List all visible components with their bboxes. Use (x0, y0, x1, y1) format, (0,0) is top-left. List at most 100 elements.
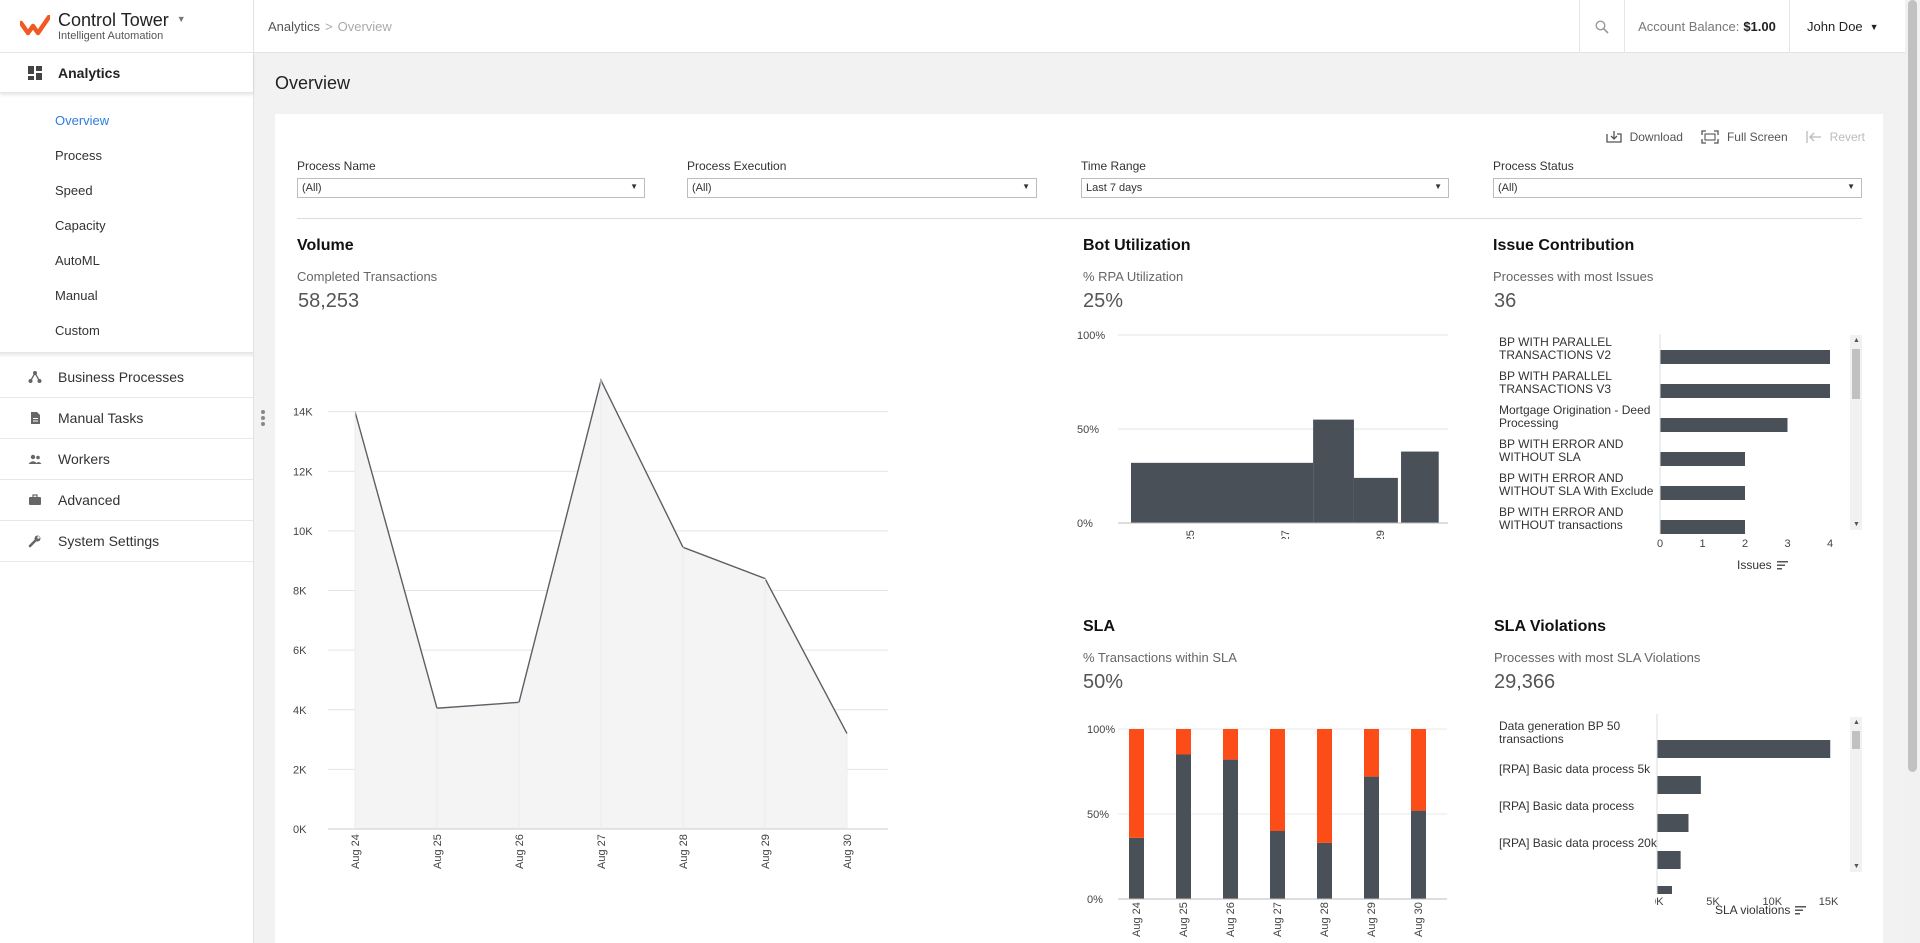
page-title: Overview (275, 73, 351, 93)
x-tick-label: Aug 29 (760, 834, 772, 869)
issue-contribution-title: Issue Contribution (1493, 237, 1635, 254)
time-range-select[interactable]: Last 7 days ▼ (1081, 178, 1449, 198)
search-icon (1595, 19, 1609, 34)
app-name: Control Tower (58, 9, 169, 30)
control-tower-logo-icon (20, 15, 50, 36)
subnav-automl[interactable]: AutoML (55, 253, 100, 268)
nav-system-settings[interactable]: System Settings (0, 521, 253, 562)
filter-process-name: Process Name (All) ▼ (297, 159, 645, 198)
brand-switcher[interactable]: Control Tower Intelligent Automation ▼ (0, 0, 253, 53)
chevron-down-icon: ▼ (1869, 21, 1879, 32)
account-balance-label: Account Balance: (1638, 19, 1740, 34)
dropdown-arrow-icon: ▼ (1022, 182, 1030, 191)
x-tick-label: 2 (1742, 538, 1748, 550)
subnav-custom[interactable]: Custom (55, 323, 100, 338)
issue-axis-title[interactable]: Issues (1737, 558, 1789, 572)
issue-bar (1660, 418, 1788, 432)
process-status-select[interactable]: (All) ▼ (1493, 178, 1862, 198)
sort-icon (1776, 561, 1788, 570)
bot-utilization-chart: 0% 50% 100% Aug 25 Aug 27 Aug 29 (1077, 330, 1448, 539)
briefcase-icon (28, 493, 42, 507)
sla-missed-bar (1223, 729, 1238, 760)
filter-process-status: Process Status (All) ▼ (1493, 159, 1862, 198)
sla-met-bar (1411, 810, 1426, 899)
dashboard-icon (28, 65, 42, 80)
x-tick-label: Aug 25 (1178, 902, 1190, 937)
page-scrollbar[interactable] (1905, 0, 1920, 943)
subnav-capacity[interactable]: Capacity (55, 218, 106, 233)
process-name-select[interactable]: (All) ▼ (297, 178, 645, 198)
divider (0, 352, 253, 357)
subnav-manual[interactable]: Manual (55, 288, 98, 303)
dropdown-arrow-icon: ▼ (630, 182, 638, 191)
sort-icon (1795, 906, 1807, 915)
utilization-area (1131, 462, 1314, 523)
volume-subtitle: Completed Transactions (297, 269, 438, 284)
x-tick-label: 10K (1763, 896, 1783, 908)
issue-label: Mortgage Origination - Deed Processing (1499, 403, 1651, 430)
download-button[interactable]: Download (1605, 130, 1683, 144)
violation-axis-title[interactable]: SLA violations (1715, 903, 1807, 917)
x-tick-label: Aug 25 (432, 834, 444, 869)
y-tick-label: 100% (1077, 330, 1105, 342)
user-name: John Doe (1807, 19, 1863, 34)
sidebar-resize-handle[interactable] (260, 408, 266, 432)
violation-bar (1657, 740, 1831, 758)
bot-utilization-value: 25% (1083, 290, 1124, 312)
x-tick-label: 5K (1706, 896, 1720, 908)
process-execution-value: (All) (692, 182, 712, 194)
process-execution-select[interactable]: (All) ▼ (687, 178, 1037, 198)
x-tick-label: Aug 25 (1185, 530, 1197, 539)
y-tick-label: 0% (1087, 894, 1103, 906)
x-tick-label: 15K (1819, 896, 1839, 908)
violation-bar (1657, 814, 1689, 832)
nav-analytics[interactable]: Analytics (0, 53, 253, 93)
analytics-subnav: Overview Process Speed Capacity AutoML M… (0, 93, 253, 352)
sla-met-bar (1129, 837, 1144, 899)
nav-system-settings-label: System Settings (58, 533, 160, 549)
nav-workers[interactable]: Workers (0, 439, 253, 480)
filter-time-range: Time Range Last 7 days ▼ (1081, 159, 1449, 198)
x-tick-label: Aug 27 (1272, 902, 1284, 937)
subnav-speed[interactable]: Speed (55, 183, 93, 198)
bot-utilization-title: Bot Utilization (1083, 237, 1191, 254)
issue-label: BP WITH ERROR AND WITHOUT transactions (1499, 505, 1624, 532)
revert-button[interactable]: Revert (1806, 130, 1865, 144)
filter-time-range-label: Time Range (1081, 159, 1146, 173)
x-tick-label: Aug 29 (1375, 530, 1387, 539)
breadcrumb-separator-icon: > (325, 19, 333, 34)
search-button[interactable] (1579, 0, 1624, 53)
x-tick-label: 0K (1655, 896, 1664, 908)
breadcrumb: Analytics > Overview (268, 19, 392, 34)
nav-business-processes-label: Business Processes (58, 369, 185, 385)
filter-process-execution: Process Execution (All) ▼ (687, 159, 1037, 198)
sla-met-bar (1270, 831, 1285, 899)
nav-advanced[interactable]: Advanced (0, 480, 253, 521)
account-balance: Account Balance: $1.00 (1624, 0, 1789, 53)
x-tick-label: 4 (1827, 538, 1833, 550)
issue-label: BP WITH ERROR AND WITHOUT SLA With Exclu… (1499, 471, 1654, 498)
issue-label: BP WITH PARALLEL TRANSACTIONS V3 (1499, 369, 1612, 396)
sla-violations-subtitle: Processes with most SLA Violations (1494, 650, 1701, 665)
violation-label: [RPA] Basic data process 20k (1499, 836, 1657, 850)
download-icon (1605, 131, 1622, 143)
x-tick-label: Aug 26 (514, 834, 526, 869)
user-menu[interactable]: John Doe ▼ (1789, 0, 1905, 53)
breadcrumb-analytics[interactable]: Analytics (268, 19, 321, 34)
subnav-overview[interactable]: Overview (55, 113, 110, 128)
x-tick-label: Aug 24 (1131, 902, 1143, 937)
fullscreen-button[interactable]: Full Screen (1701, 130, 1788, 144)
violation-list-scrollbar[interactable]: ▲ ▼ (1850, 717, 1862, 872)
issue-list-scrollbar[interactable]: ▲ ▼ (1850, 335, 1862, 530)
nav-manual-tasks[interactable]: Manual Tasks (0, 398, 253, 439)
sla-missed-bar (1176, 729, 1191, 755)
sla-missed-bar (1129, 729, 1144, 838)
issue-bar (1660, 350, 1830, 364)
people-icon (28, 452, 42, 466)
nav-business-processes[interactable]: Business Processes (0, 357, 253, 398)
issue-contribution-subtitle: Processes with most Issues (1493, 269, 1654, 284)
subnav-process[interactable]: Process (55, 148, 102, 163)
issue-bar (1660, 452, 1745, 466)
sla-subtitle: % Transactions within SLA (1083, 650, 1237, 665)
sla-met-bar (1223, 759, 1238, 899)
